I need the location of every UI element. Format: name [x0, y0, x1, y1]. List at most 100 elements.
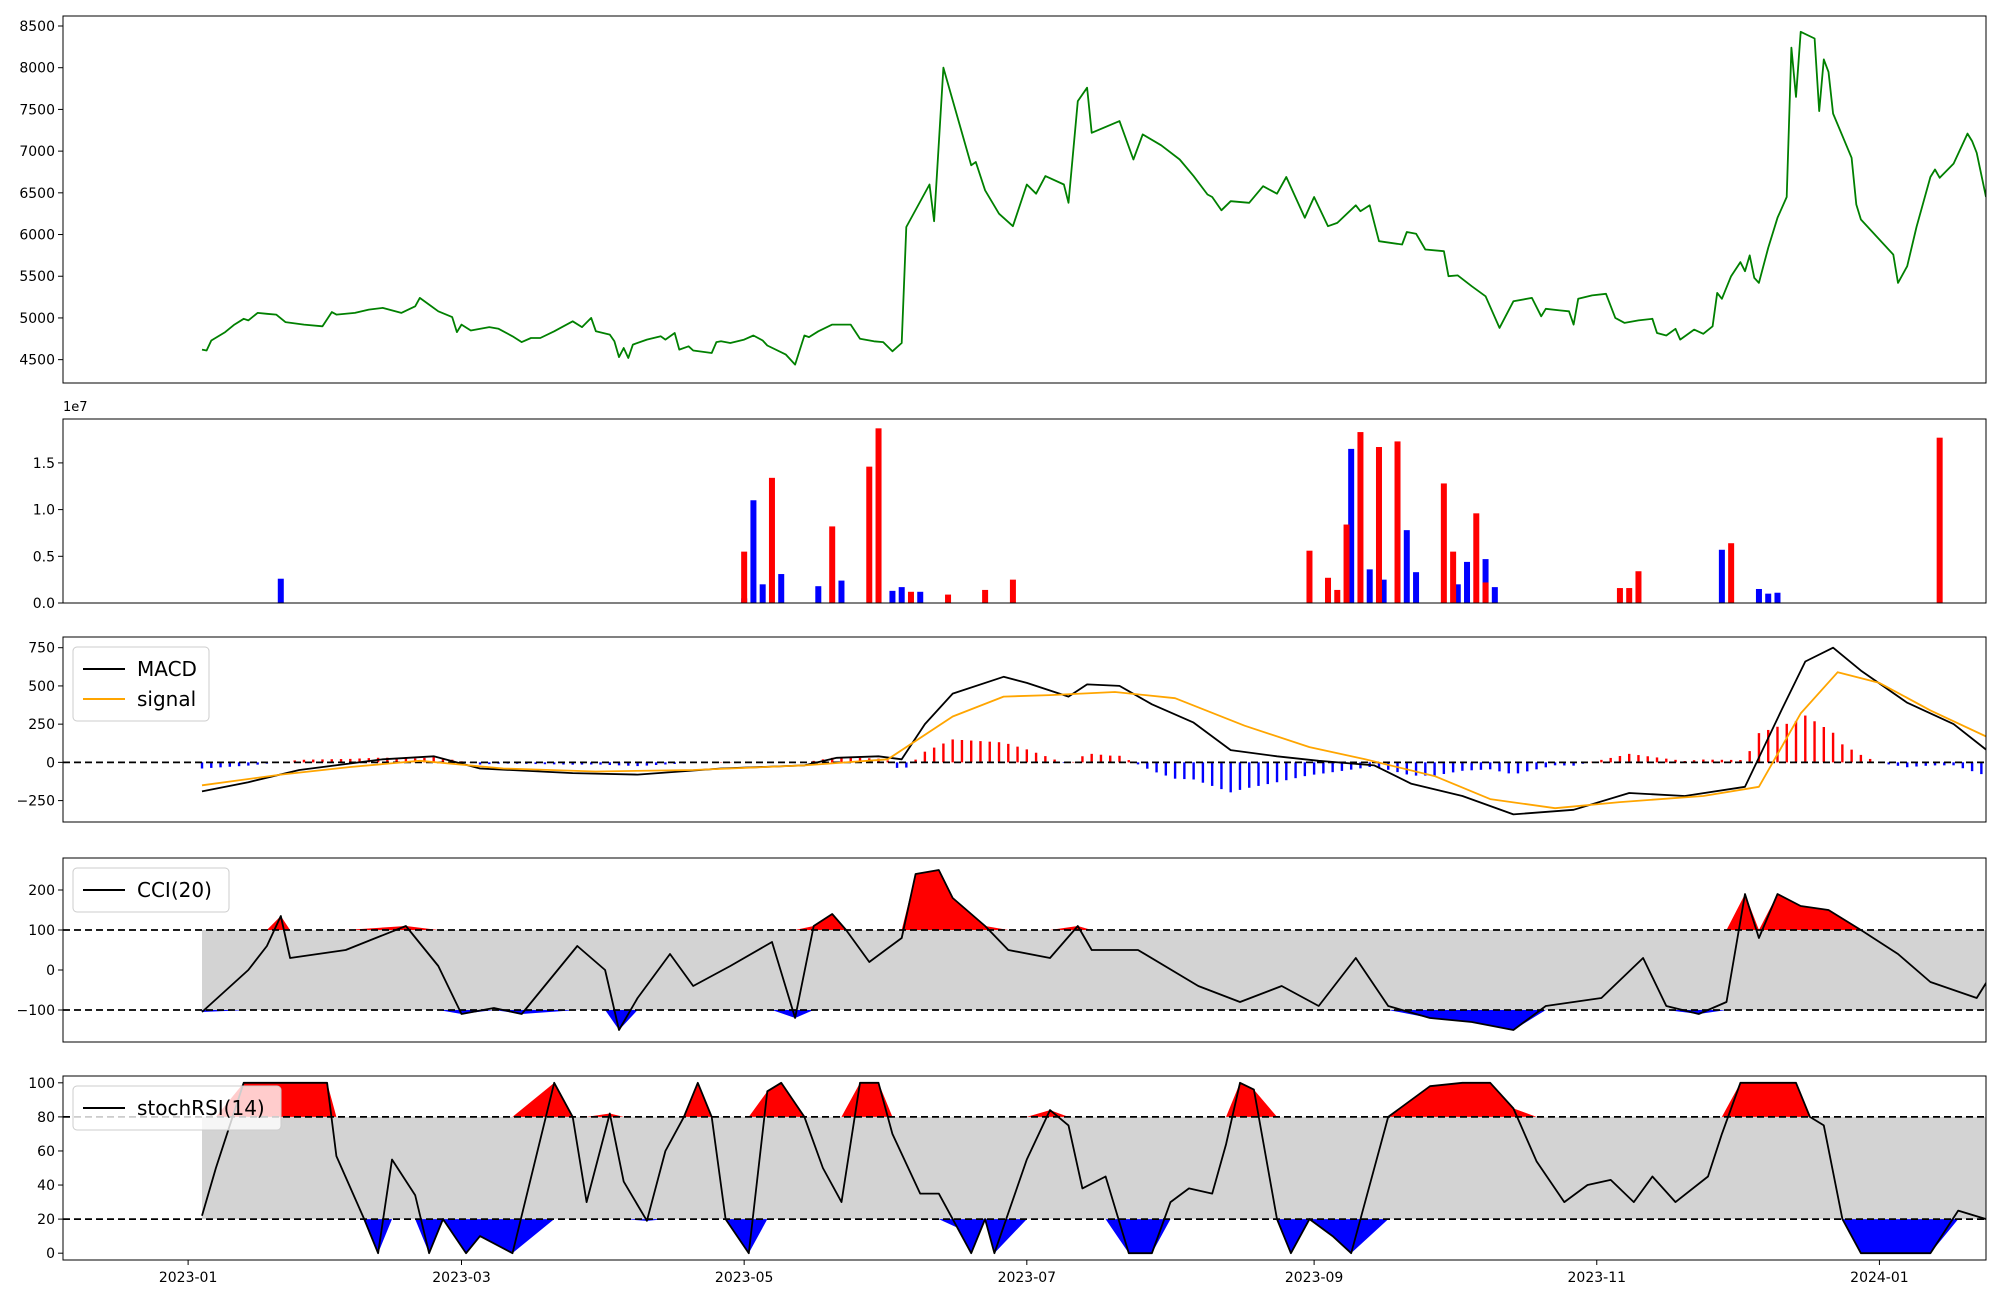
macd-histogram-bar: [1989, 762, 1991, 779]
macd-histogram-bar: [1146, 762, 1148, 768]
macd-series-line-0: [202, 648, 2000, 815]
macd-histogram-bar: [201, 762, 203, 768]
macd-histogram-bar: [933, 748, 935, 763]
volume-bar: [1325, 578, 1331, 603]
y-tick-label: 100: [28, 923, 55, 939]
macd-histogram-bar: [1415, 762, 1417, 775]
legend-label: CCI(20): [137, 878, 212, 902]
y-tick-label: 100: [28, 1076, 55, 1092]
volume-plot-area: [278, 428, 1943, 603]
macd-histogram-bar: [1137, 762, 1139, 764]
macd-histogram-bar: [479, 762, 481, 764]
macd-histogram-bar: [1971, 762, 1973, 771]
macd-histogram-bar: [1813, 721, 1815, 762]
volume-bar: [917, 592, 923, 603]
x-tick-label: 2023-11: [1568, 1270, 1627, 1286]
y-tick-label: 1.5: [33, 456, 55, 472]
y-tick-label: −250: [17, 794, 55, 810]
stochrsi-plot-area: [63, 1083, 2000, 1253]
macd-histogram-bar: [1044, 756, 1046, 762]
legend-label: signal: [137, 687, 196, 711]
y-tick-label: 80: [37, 1110, 55, 1126]
volume-bar: [1492, 587, 1498, 603]
volume-bar: [1395, 441, 1401, 603]
macd-histogram-bar: [1545, 762, 1547, 767]
volume-bar: [1626, 588, 1632, 603]
macd-histogram-bar: [1600, 760, 1602, 763]
macd-histogram-bar: [1535, 762, 1537, 769]
volume-bar: [1441, 483, 1447, 603]
volume-bar: [1617, 588, 1623, 603]
volume-bar: [1450, 552, 1456, 603]
macd-histogram-bar: [247, 762, 249, 765]
price-series-line-0: [202, 32, 1986, 365]
volume-bar: [1719, 550, 1725, 603]
volume-bar: [1306, 551, 1312, 603]
macd-histogram-bar: [1118, 756, 1120, 763]
macd-histogram-bar: [1230, 762, 1232, 792]
macd-histogram-bar: [544, 762, 546, 764]
volume-bar: [908, 592, 914, 603]
x-tick-label: 2023-09: [1285, 1270, 1344, 1286]
x-tick-label: 2023-01: [159, 1270, 218, 1286]
volume-bar: [750, 500, 756, 603]
legend-label: MACD: [137, 657, 197, 681]
macd-histogram-bar: [1619, 756, 1621, 762]
macd-histogram-bar: [1192, 762, 1194, 779]
y-tick-label: 0: [46, 963, 55, 979]
volume-bar: [829, 526, 835, 603]
macd-histogram-bar: [1267, 762, 1269, 784]
macd-histogram-bar: [1452, 762, 1454, 772]
macd-histogram-bar: [1461, 762, 1463, 770]
volume-bar: [899, 587, 905, 603]
macd-histogram-bar: [1850, 750, 1852, 763]
macd-histogram-bar: [1656, 757, 1658, 762]
macd-histogram-bar: [1248, 762, 1250, 787]
macd-histogram-bar: [1285, 762, 1287, 780]
y-tick-label: 5500: [19, 269, 55, 285]
macd-plot-area: [63, 648, 2000, 815]
macd-histogram-bar: [1174, 762, 1176, 778]
volume-bar: [1473, 513, 1479, 603]
volume-bar: [1357, 432, 1363, 603]
macd-histogram-bar: [1387, 762, 1389, 769]
macd-histogram-bar: [1841, 744, 1843, 762]
y-tick-label: 5000: [19, 311, 55, 327]
macd-histogram-bar: [1035, 753, 1037, 763]
volume-bar: [1376, 447, 1382, 603]
macd-histogram-bar: [312, 760, 314, 763]
macd-histogram-bar: [1313, 762, 1315, 774]
macd-series-line-1: [202, 672, 2000, 808]
macd-histogram-bar: [599, 762, 601, 764]
volume-bar: [1413, 572, 1419, 603]
y-tick-label: −100: [17, 1003, 55, 1019]
macd-histogram-bar: [1637, 755, 1639, 762]
macd-histogram-bar: [664, 762, 666, 764]
macd-histogram-bar: [1832, 733, 1834, 763]
x-tick-label: 2023-05: [715, 1270, 774, 1286]
macd-histogram-bar: [1517, 762, 1519, 773]
macd-histogram-bar: [1128, 760, 1130, 762]
macd-histogram-bar: [1109, 756, 1111, 763]
macd-histogram-bar: [1897, 762, 1899, 765]
y-tick-label: 60: [37, 1144, 55, 1160]
price-frame: [63, 16, 1986, 383]
macd-histogram-bar: [1804, 716, 1806, 763]
volume-bar: [982, 590, 988, 603]
macd-histogram-bar: [942, 744, 944, 763]
macd-histogram-bar: [1257, 762, 1259, 786]
macd-histogram-bar: [1526, 762, 1528, 771]
macd-histogram-bar: [989, 742, 991, 763]
macd-histogram-bar: [1007, 744, 1009, 763]
macd-histogram-bar: [1647, 756, 1649, 762]
y-tick-label: 0.5: [33, 549, 55, 565]
price-plot-area: [202, 32, 1986, 365]
macd-histogram-bar: [1165, 762, 1167, 775]
macd-histogram-bar: [1090, 754, 1092, 763]
y-tick-label: 0.0: [33, 596, 55, 612]
y-tick-label: 7500: [19, 102, 55, 118]
cci-plot-area: [63, 866, 2000, 1030]
volume-bar: [1367, 569, 1373, 603]
volume-bar: [876, 428, 882, 603]
